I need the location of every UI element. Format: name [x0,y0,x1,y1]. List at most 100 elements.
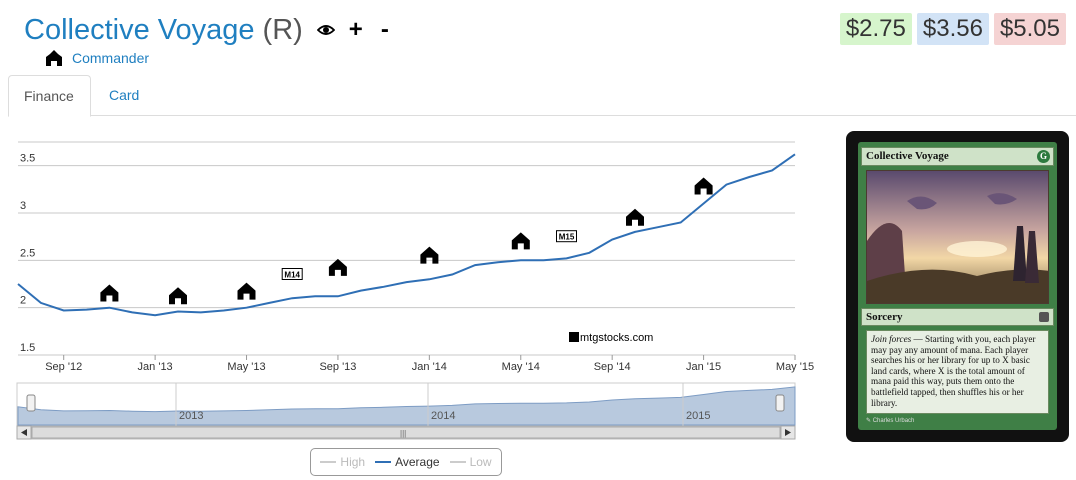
remove-from-list-button[interactable]: - [380,16,389,43]
journey-into-nyx-icon[interactable] [511,232,530,250]
average-price-badge: $3.56 [916,13,989,45]
m14-icon-label: M14 [284,271,300,280]
card-artwork-illustration [867,171,1048,303]
card-rules-body: — Starting with you, each player may pay… [871,334,1036,408]
card-artwork [866,170,1049,304]
eye-icon-glyph [316,25,335,35]
card-image-title: Collective Voyage [866,150,949,162]
legend-item-average[interactable]: Average [375,455,440,469]
artist-brush-icon: ✎ [866,418,873,424]
y-tick-label: 2 [20,295,26,307]
khans-of-tarkir-icon[interactable] [626,208,644,226]
legend-line-high [320,461,337,463]
card-frame: Collective Voyage G [858,142,1057,430]
rarity-label: (R) [262,13,303,46]
navigator-year-label: 2014 [431,410,455,422]
card-type-text: Sorcery [866,311,903,323]
theros-icon-glyph [328,258,347,276]
x-axis-ticks: Sep '12 Jan '13 May '13 Sep '13 Jan '14 May '… [45,355,814,373]
khans-of-tarkir-icon-glyph [626,208,644,226]
x-tick-label: Jan '15 [686,361,721,373]
commander-set-symbol-icon [1039,312,1049,322]
fate-reforged-icon-glyph [694,177,713,195]
journey-into-nyx-icon-glyph [511,232,530,250]
card-keyword: Join forces [871,334,912,344]
x-tick-label: May '15 [776,361,814,373]
mtgstocks-logo-icon [569,332,579,342]
legend-label-average: Average [395,455,440,469]
tab-card[interactable]: Card [109,87,140,103]
chart-legend: High Average Low [310,448,502,476]
legend-item-low[interactable]: Low [449,455,492,469]
card-image: Collective Voyage G [846,131,1069,442]
m15-icon-label: M15 [559,233,575,242]
return-to-ravnica-block-icon-glyph [169,287,187,305]
dragons-maze-icon[interactable] [237,282,256,300]
average-price-line [17,153,796,317]
low-price-badge: $2.75 [839,13,912,45]
left-arrow-icon [21,429,27,436]
card-type-line: Sorcery [861,308,1054,326]
price-badges: $2.75 $3.56 $5.05 [839,13,1066,45]
y-tick-label: 3.5 [20,153,35,165]
eye-icon[interactable] [316,21,335,39]
scrollbar-grip-icon: ||| [400,429,406,438]
green-mana-icon: G [1037,150,1050,163]
m15-icon[interactable]: M15 [556,230,577,243]
navigator-series-area [17,386,796,426]
legend-line-low [449,461,466,463]
add-to-list-button[interactable]: + [348,16,363,43]
y-tick-label: 1.5 [20,342,35,354]
fate-reforged-icon[interactable] [694,177,713,195]
watermark: mtgstocks.com [569,332,653,344]
x-tick-label: Sep '13 [319,361,356,373]
dragons-maze-icon-glyph [237,282,256,300]
set-link[interactable]: Commander [72,50,150,66]
navigator-year-label: 2015 [686,410,710,422]
card-artist-name: Charles Urbach [872,418,915,424]
born-of-the-gods-icon-glyph [420,246,439,264]
legend-label-high: High [340,455,366,469]
m15-icon-frame [556,230,577,243]
card-name: Collective Voyage [24,13,255,46]
x-tick-label: May '14 [502,361,540,373]
grid-layer [18,141,795,356]
x-tick-label: Sep '12 [45,361,82,373]
set-release-markers: M14 M15 [100,177,713,305]
return-to-ravnica-block-icon[interactable] [169,287,187,305]
card-rules-text: Join forces — Starting with you, each pl… [866,330,1049,414]
navigator-left-handle[interactable] [26,394,36,412]
commander-set-icon [46,50,62,66]
price-chart: 1.5 2 2.5 3 3.5 Sep '12 Jan '13 May '13 Sep '13… [16,141,814,440]
right-arrow-icon [785,429,791,436]
legend-item-high[interactable]: High [320,455,365,469]
chart-scrollbar[interactable]: ||| [16,425,796,440]
high-price-badge: $5.05 [993,13,1066,45]
y-tick-label: 3 [20,200,26,212]
m14-icon[interactable]: M14 [281,268,303,280]
commander-set-icon-glyph [100,284,119,302]
watermark-text: mtgstocks.com [580,332,653,344]
card-artist-credit: ✎ Charles Urbach [866,417,914,424]
tab-bar: Finance Card [8,75,1076,117]
legend-line-average [375,461,392,463]
commander-set-icon[interactable] [100,284,119,302]
scrollbar-thumb[interactable] [31,426,781,439]
title-row: Collective Voyage (R) + - [24,10,389,50]
y-axis-ticks: 1.5 2 2.5 3 3.5 [20,153,35,354]
range-navigator[interactable]: 2013 2014 2015 [16,382,796,427]
m14-icon-frame [281,268,303,280]
born-of-the-gods-icon[interactable] [420,246,439,264]
legend-label-low: Low [469,455,492,469]
x-tick-label: May '13 [227,361,265,373]
y-tick-label: 2.5 [20,247,35,259]
tab-finance[interactable]: Finance [8,75,91,117]
theros-icon[interactable] [328,258,347,276]
x-tick-label: Jan '13 [138,361,173,373]
card-title-bar: Collective Voyage G [861,147,1054,166]
navigator-right-handle[interactable] [775,394,785,412]
navigator-year-label: 2013 [179,410,203,422]
x-tick-label: Jan '14 [412,361,447,373]
set-row: Commander [44,48,149,68]
x-tick-label: Sep '14 [594,361,631,373]
